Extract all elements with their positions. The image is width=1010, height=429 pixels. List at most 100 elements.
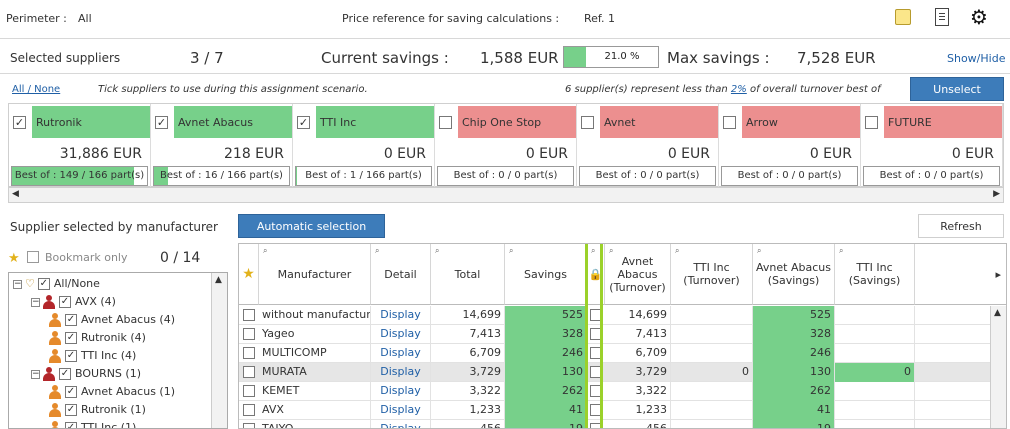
grid-vertical-scrollbar[interactable]: ▲ [990,306,1006,428]
unselect-button[interactable]: Unselect [910,77,1004,101]
scroll-right-icon[interactable]: ▶ [993,189,1000,199]
column-overflow-header[interactable]: ▸ [915,244,1006,305]
show-hide-link[interactable]: Show/Hide [947,52,1006,65]
tree-item[interactable]: ✓ Rutronik (1) [49,401,146,419]
total-header[interactable]: Total ⌕ [431,244,505,305]
detail-link[interactable]: Display [371,420,431,428]
document-icon[interactable] [935,8,949,26]
sort-icon[interactable]: ⌕ [839,246,844,255]
refresh-button[interactable]: Refresh [918,214,1004,238]
tree-checkbox[interactable]: ✓ [65,386,77,398]
grid-scroll-up-icon[interactable]: ▲ [994,308,1001,318]
tree-item[interactable]: − ✓ BOURNS (1) [31,365,141,383]
info-percent-link[interactable]: 2% [730,84,747,95]
tree-expander-icon[interactable]: − [13,278,22,289]
tree-item[interactable]: ✓ TTI Inc (4) [49,347,136,365]
tree-checkbox[interactable]: ✓ [65,332,77,344]
avnet-abacus-savings-header[interactable]: Avnet Abacus (Savings) ⌕ [753,244,835,305]
detail-link[interactable]: Display [371,306,431,325]
tree-checkbox[interactable]: ✓ [65,422,77,428]
sort-icon[interactable]: ⌕ [609,246,614,255]
tree-item[interactable]: − ♡ ✓ All/None [13,275,100,293]
tti-savings-header[interactable]: TTI Inc (Savings) ⌕ [835,244,915,305]
supplier-best-of-fill [296,167,298,185]
manufacturer-header[interactable]: Manufacturer ⌕ [259,244,371,305]
tree-item[interactable]: − ✓ AVX (4) [31,293,116,311]
sort-icon[interactable]: ⌕ [675,246,680,255]
sort-icon[interactable]: ⌕ [263,246,268,255]
detail-link[interactable]: Display [371,382,431,401]
supplier-checkbox[interactable] [723,116,736,129]
sort-icon[interactable]: ⌕ [375,246,380,255]
sort-icon[interactable]: ⌕ [435,246,440,255]
detail-link[interactable]: Display [371,401,431,420]
bookmark-only-checkbox[interactable] [27,251,39,263]
manufacturer-icon [43,367,55,381]
tree-item[interactable]: ✓ TTI Inc (1) [49,419,136,428]
scroll-left-icon[interactable]: ◀ [12,189,19,199]
sort-icon[interactable]: ⌕ [591,246,596,255]
supplier-name: FUTURE [884,106,1002,138]
tree-checkbox[interactable]: ✓ [59,368,71,380]
row-checkbox[interactable] [243,404,255,416]
tti-turnover-header[interactable]: TTI Inc (Turnover) ⌕ [671,244,753,305]
tree-item[interactable]: ✓ Avnet Abacus (1) [49,383,175,401]
note-icon[interactable] [895,9,911,25]
tree-item[interactable]: ✓ Avnet Abacus (4) [49,311,175,329]
avnet-abacus-savings-cell: 262 [753,382,835,401]
tree-item[interactable]: ✓ Rutronik (4) [49,329,146,347]
tree-expander-icon[interactable]: − [31,296,40,307]
table-row[interactable]: without manufacturer Display 14,699 525 14,6… [239,306,991,325]
supplier-checkbox[interactable] [865,116,878,129]
row-checkbox[interactable] [243,366,255,378]
tree-expander-icon[interactable]: − [31,368,40,379]
row-checkbox[interactable] [243,347,255,359]
tree-checkbox[interactable]: ✓ [65,314,77,326]
perimeter-value[interactable]: All [78,12,92,25]
table-row[interactable]: MULTICOMP Display 6,709 246 6,709 246 [239,344,991,363]
star-icon[interactable]: ★ [242,266,255,282]
savings-header[interactable]: Savings ⌕ [505,244,587,305]
row-checkbox[interactable] [243,423,255,428]
manufacturer-cell: MURATA [259,363,371,382]
supplier-info-text: 6 supplier(s) represent less than 2% of … [565,84,881,95]
sort-icon[interactable]: ⌕ [757,246,762,255]
tree-checkbox[interactable]: ✓ [65,404,77,416]
detail-link[interactable]: Display [371,363,431,382]
table-row[interactable]: AVX Display 1,233 41 1,233 41 [239,401,991,420]
table-row[interactable]: MURATA Display 3,729 130 3,729 0 130 0 [239,363,991,382]
tree-checkbox[interactable]: ✓ [37,278,50,290]
price-reference-value[interactable]: Ref. 1 [584,12,615,25]
tree-checkbox[interactable]: ✓ [59,296,71,308]
table-row[interactable]: KEMET Display 3,322 262 3,322 262 [239,382,991,401]
gear-icon[interactable]: ⚙ [970,5,988,29]
supplier-checkbox[interactable] [439,116,452,129]
table-row[interactable]: TAIYO Display 456 19 456 19 [239,420,991,428]
supplier-checkbox[interactable]: ✓ [297,116,310,129]
supplier-checkbox[interactable] [581,116,594,129]
cards-horizontal-scrollbar[interactable]: ◀ ▶ [8,187,1004,203]
supplier-person-icon [49,403,61,417]
row-checkbox[interactable] [243,309,255,321]
row-checkbox[interactable] [243,328,255,340]
detail-link[interactable]: Display [371,325,431,344]
supplier-checkbox[interactable]: ✓ [155,116,168,129]
bookmark-star-icon: ★ [8,251,20,266]
tree-vertical-scrollbar[interactable]: ▲ [211,273,227,428]
column-header-label: Savings [524,267,567,281]
tree-checkbox[interactable]: ✓ [65,350,77,362]
table-row[interactable]: Yageo Display 7,413 328 7,413 328 [239,325,991,344]
detail-link[interactable]: Display [371,344,431,363]
supplier-best-of: Best of : 0 / 0 part(s) [863,166,1000,186]
row-checkbox[interactable] [243,385,255,397]
columns-more-icon[interactable]: ▸ [995,267,1001,281]
detail-header[interactable]: Detail ⌕ [371,244,431,305]
automatic-selection-button[interactable]: Automatic selection [238,214,385,238]
supplier-best-of: Best of : 0 / 0 part(s) [437,166,574,186]
person-head [46,295,52,301]
supplier-checkbox[interactable]: ✓ [13,116,26,129]
all-none-link[interactable]: All / None [12,84,61,95]
tree-scroll-up-icon[interactable]: ▲ [215,275,222,285]
avnet-abacus-turnover-header[interactable]: Avnet Abacus (Turnover) ⌕ [605,244,671,305]
sort-icon[interactable]: ⌕ [509,246,514,255]
